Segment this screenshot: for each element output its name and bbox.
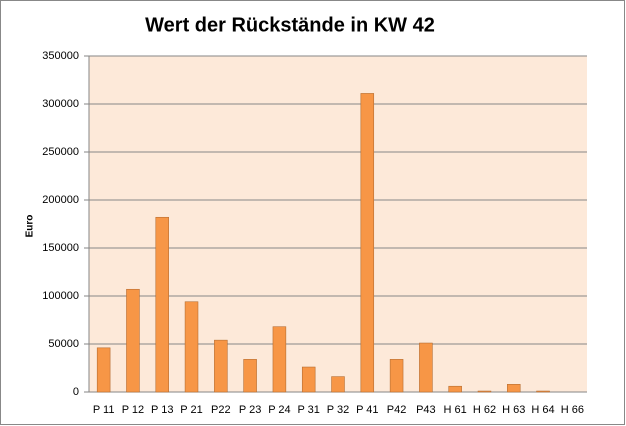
bar xyxy=(214,339,228,393)
bar xyxy=(96,347,111,393)
bar xyxy=(536,390,550,393)
x-tick-label: P 11 xyxy=(93,404,115,416)
bar xyxy=(331,376,345,393)
plot-area xyxy=(89,56,587,392)
bar xyxy=(243,359,257,393)
y-tick-label: 0 xyxy=(73,386,79,398)
bar xyxy=(126,288,140,393)
y-tick-label: 350000 xyxy=(42,50,79,62)
y-tick-label: 200000 xyxy=(42,194,79,206)
bar xyxy=(389,359,404,393)
bar xyxy=(477,390,492,393)
y-axis-label: Euro xyxy=(25,215,36,238)
y-tick-label: 50000 xyxy=(48,338,79,350)
x-tick-label: P 31 xyxy=(297,404,319,416)
bar xyxy=(448,385,462,393)
x-tick-label: P 13 xyxy=(151,404,173,416)
bar xyxy=(184,301,199,393)
y-tick-label: 100000 xyxy=(42,290,79,302)
x-tick-label: H 61 xyxy=(444,404,467,416)
bar xyxy=(155,216,169,393)
y-tick-label: 250000 xyxy=(42,146,79,158)
bar xyxy=(419,342,433,393)
x-tick-label: P22 xyxy=(211,404,231,416)
x-tick-label: H 64 xyxy=(531,404,554,416)
x-tick-label: H 62 xyxy=(473,404,496,416)
x-tick-label: P 12 xyxy=(122,404,144,416)
bar xyxy=(301,366,316,393)
y-tick-label: 300000 xyxy=(42,98,79,110)
x-tick-label: P 41 xyxy=(356,404,378,416)
x-tick-label: P42 xyxy=(387,404,407,416)
bar xyxy=(272,326,287,393)
bar xyxy=(507,384,521,393)
y-tick-label: 150000 xyxy=(42,242,79,254)
x-tick-label: P 21 xyxy=(180,404,202,416)
x-tick-label: P43 xyxy=(416,404,436,416)
x-tick-label: P 24 xyxy=(268,404,290,416)
bar xyxy=(360,93,375,393)
x-tick-label: H 66 xyxy=(561,404,584,416)
chart-title: Wert der Rückstände in KW 42 xyxy=(145,14,435,36)
x-tick-label: P 23 xyxy=(239,404,261,416)
x-tick-label: P 32 xyxy=(327,404,349,416)
x-tick-label: H 63 xyxy=(502,404,525,416)
